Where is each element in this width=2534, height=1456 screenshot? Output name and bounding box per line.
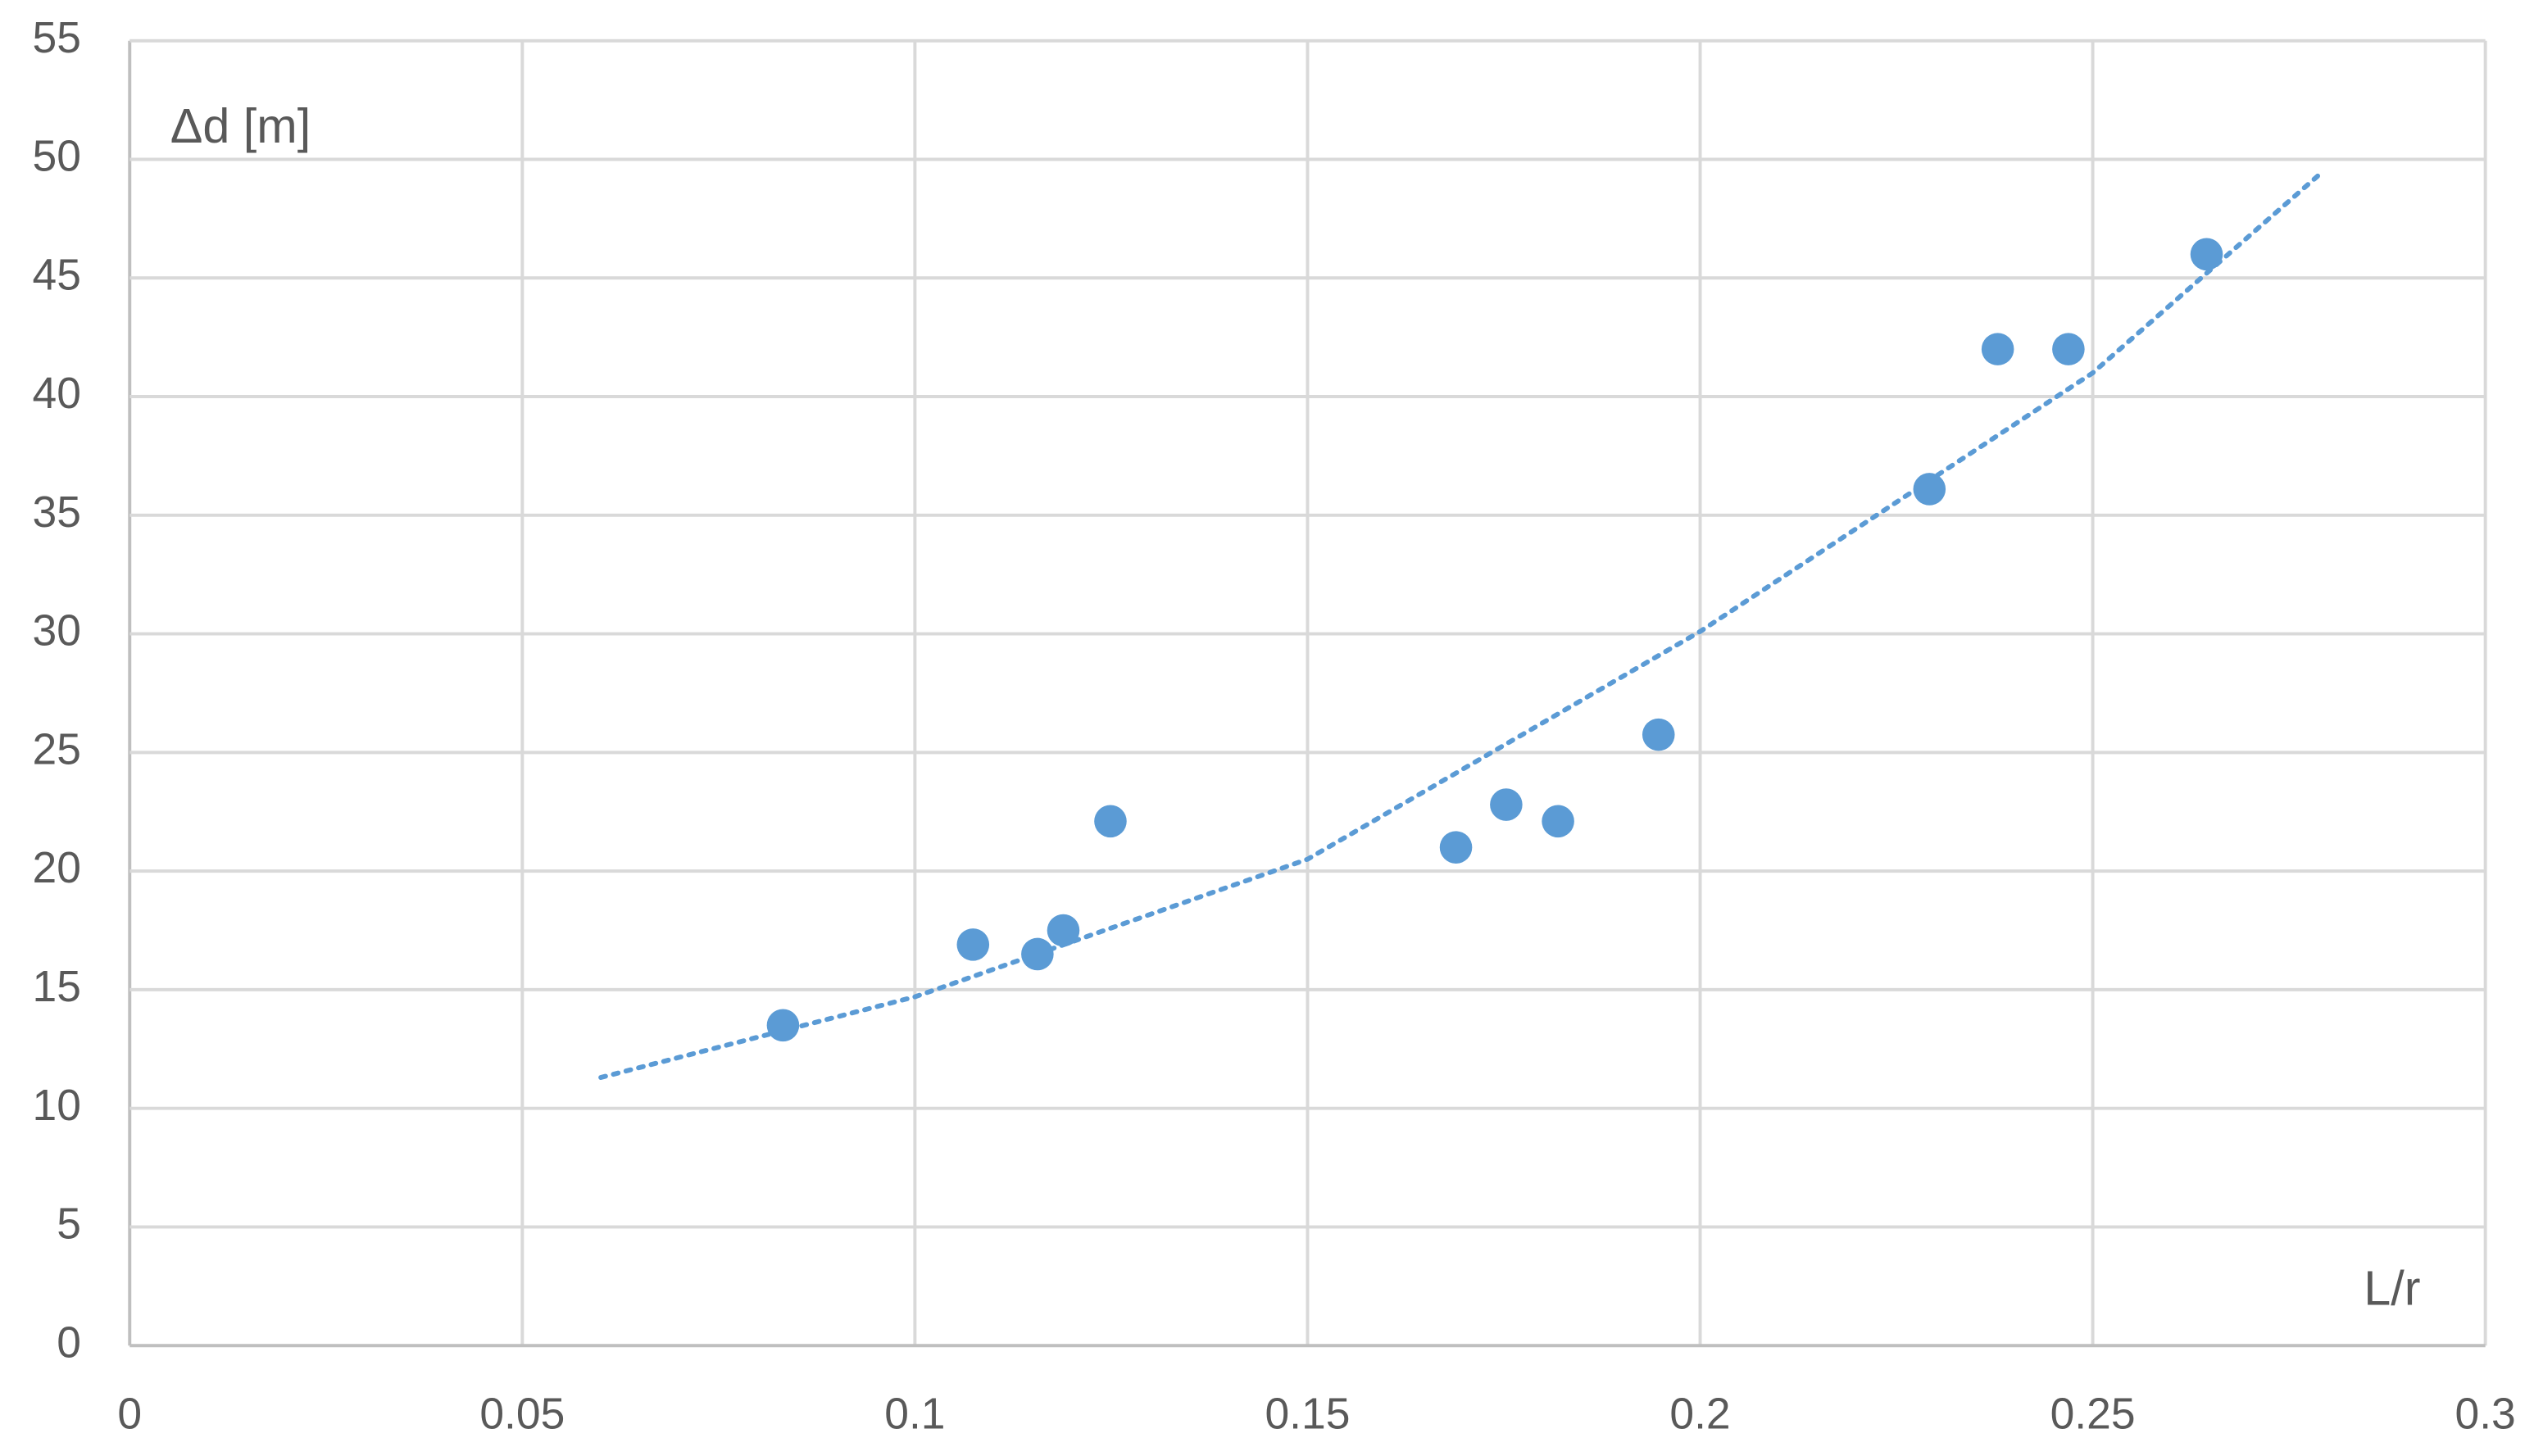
y-tick-label: 30 — [33, 607, 81, 655]
data-point — [2190, 238, 2223, 271]
y-tick-label: 40 — [33, 370, 81, 418]
x-tick-label: 0.3 — [2455, 1390, 2516, 1438]
x-tick-label: 0.1 — [884, 1390, 945, 1438]
x-tick-label: 0.25 — [2050, 1390, 2136, 1438]
data-point — [956, 928, 990, 961]
y-tick-label: 25 — [33, 725, 81, 773]
data-point — [2052, 333, 2085, 365]
y-tick-label: 35 — [33, 488, 81, 537]
data-point — [1542, 805, 1574, 838]
y-tick-label: 10 — [33, 1082, 81, 1130]
y-tick-label: 15 — [33, 963, 81, 1011]
x-axis-label: L/r — [2364, 1261, 2420, 1316]
x-tick-label: 0.05 — [479, 1390, 565, 1438]
data-point — [766, 1009, 800, 1042]
y-tick-label: 20 — [33, 844, 81, 892]
trendline — [598, 170, 2323, 1080]
data-point — [1642, 718, 1675, 751]
x-tick-label: 0 — [117, 1390, 142, 1438]
y-tick-label: 45 — [33, 251, 81, 299]
y-tick-label: 55 — [33, 14, 81, 62]
x-tick-label: 0.2 — [1669, 1390, 1730, 1438]
data-point — [1094, 805, 1127, 838]
y-axis-label: Δd [m] — [170, 98, 311, 153]
data-point — [1490, 788, 1523, 821]
y-tick-label: 5 — [57, 1200, 81, 1249]
data-point — [1913, 473, 1946, 506]
data-point — [1021, 937, 1054, 971]
y-tick-label: 50 — [33, 133, 81, 181]
data-point — [1047, 914, 1080, 947]
data-point — [1439, 831, 1473, 864]
y-tick-label: 0 — [57, 1318, 81, 1367]
x-tick-label: 0.15 — [1265, 1390, 1350, 1438]
data-point — [1981, 333, 2014, 365]
